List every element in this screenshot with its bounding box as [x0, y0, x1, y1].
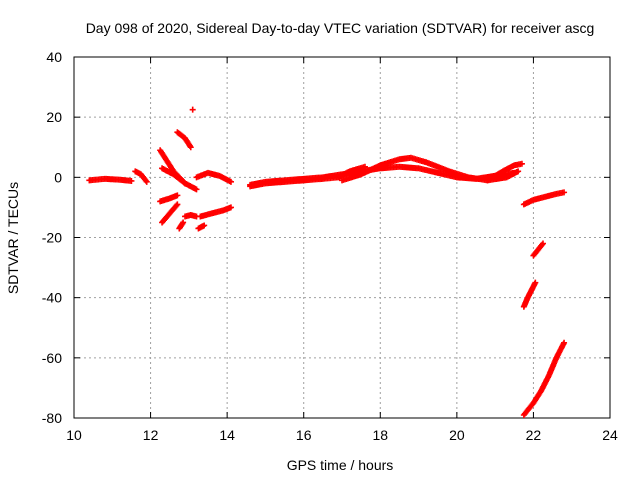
x-tick-label: 14 [219, 427, 235, 443]
data-point [189, 106, 196, 113]
series-seg-t [520, 279, 539, 310]
y-tick-label: -20 [42, 230, 62, 246]
data-point [532, 279, 539, 286]
data-point [143, 178, 150, 185]
series-seg-u [520, 339, 568, 418]
series-seg-g [174, 129, 194, 151]
series-seg-r [520, 189, 568, 208]
series-seg-d [157, 192, 181, 205]
data-point [193, 186, 200, 193]
series-seg-a [86, 175, 135, 184]
data-point [174, 192, 181, 199]
data-point [180, 219, 187, 226]
series-seg-o [247, 163, 368, 190]
series-seg-s [530, 240, 546, 259]
x-tick-label: 18 [372, 427, 388, 443]
y-tick-label: 40 [46, 49, 62, 65]
x-axis-label: GPS time / hours [287, 457, 394, 473]
data-point [173, 202, 180, 209]
series-seg-q [484, 160, 525, 184]
data-point [227, 178, 234, 185]
series-seg-k [195, 222, 208, 232]
series-seg-b [132, 168, 150, 185]
x-tick-label: 12 [143, 427, 159, 443]
data-point [540, 240, 546, 247]
y-tick-label: 0 [54, 169, 62, 185]
data-point [187, 144, 194, 151]
y-tick-label: -40 [42, 290, 62, 306]
data-point [201, 222, 208, 229]
data-point [128, 177, 135, 184]
series-seg-l [197, 204, 234, 220]
x-tick-label: 10 [66, 427, 82, 443]
data-point [561, 339, 568, 346]
series-seg-h [189, 106, 196, 113]
x-tick-label: 24 [602, 427, 618, 443]
data-point [561, 189, 568, 196]
axis-ticks [73, 56, 611, 419]
y-tick-label: -80 [42, 410, 62, 426]
data-point [174, 201, 181, 208]
y-tick-label: 20 [46, 109, 62, 125]
series-seg-j [182, 211, 200, 220]
series-seg-m [193, 169, 234, 185]
data-point [515, 168, 522, 175]
data-point [227, 204, 234, 211]
series-seg-i [176, 219, 187, 232]
series-seg-e [159, 201, 181, 226]
x-tick-labels: 10 12 14 16 18 20 22 24 [66, 427, 618, 443]
data-points [86, 106, 568, 418]
y-tick-labels: -80 -60 -40 -20 0 20 40 [42, 49, 62, 426]
data-point [518, 160, 525, 167]
data-point [361, 163, 368, 170]
series-seg-f [159, 165, 200, 193]
x-tick-label: 22 [526, 427, 542, 443]
x-tick-label: 16 [296, 427, 312, 443]
y-tick-label: -60 [42, 350, 62, 366]
chart-title: Day 098 of 2020, Sidereal Day-to-day VTE… [86, 20, 595, 36]
x-tick-label: 20 [449, 427, 465, 443]
grid-lines [74, 57, 610, 418]
y-axis-label: SDTVAR / TECUs [5, 182, 21, 294]
